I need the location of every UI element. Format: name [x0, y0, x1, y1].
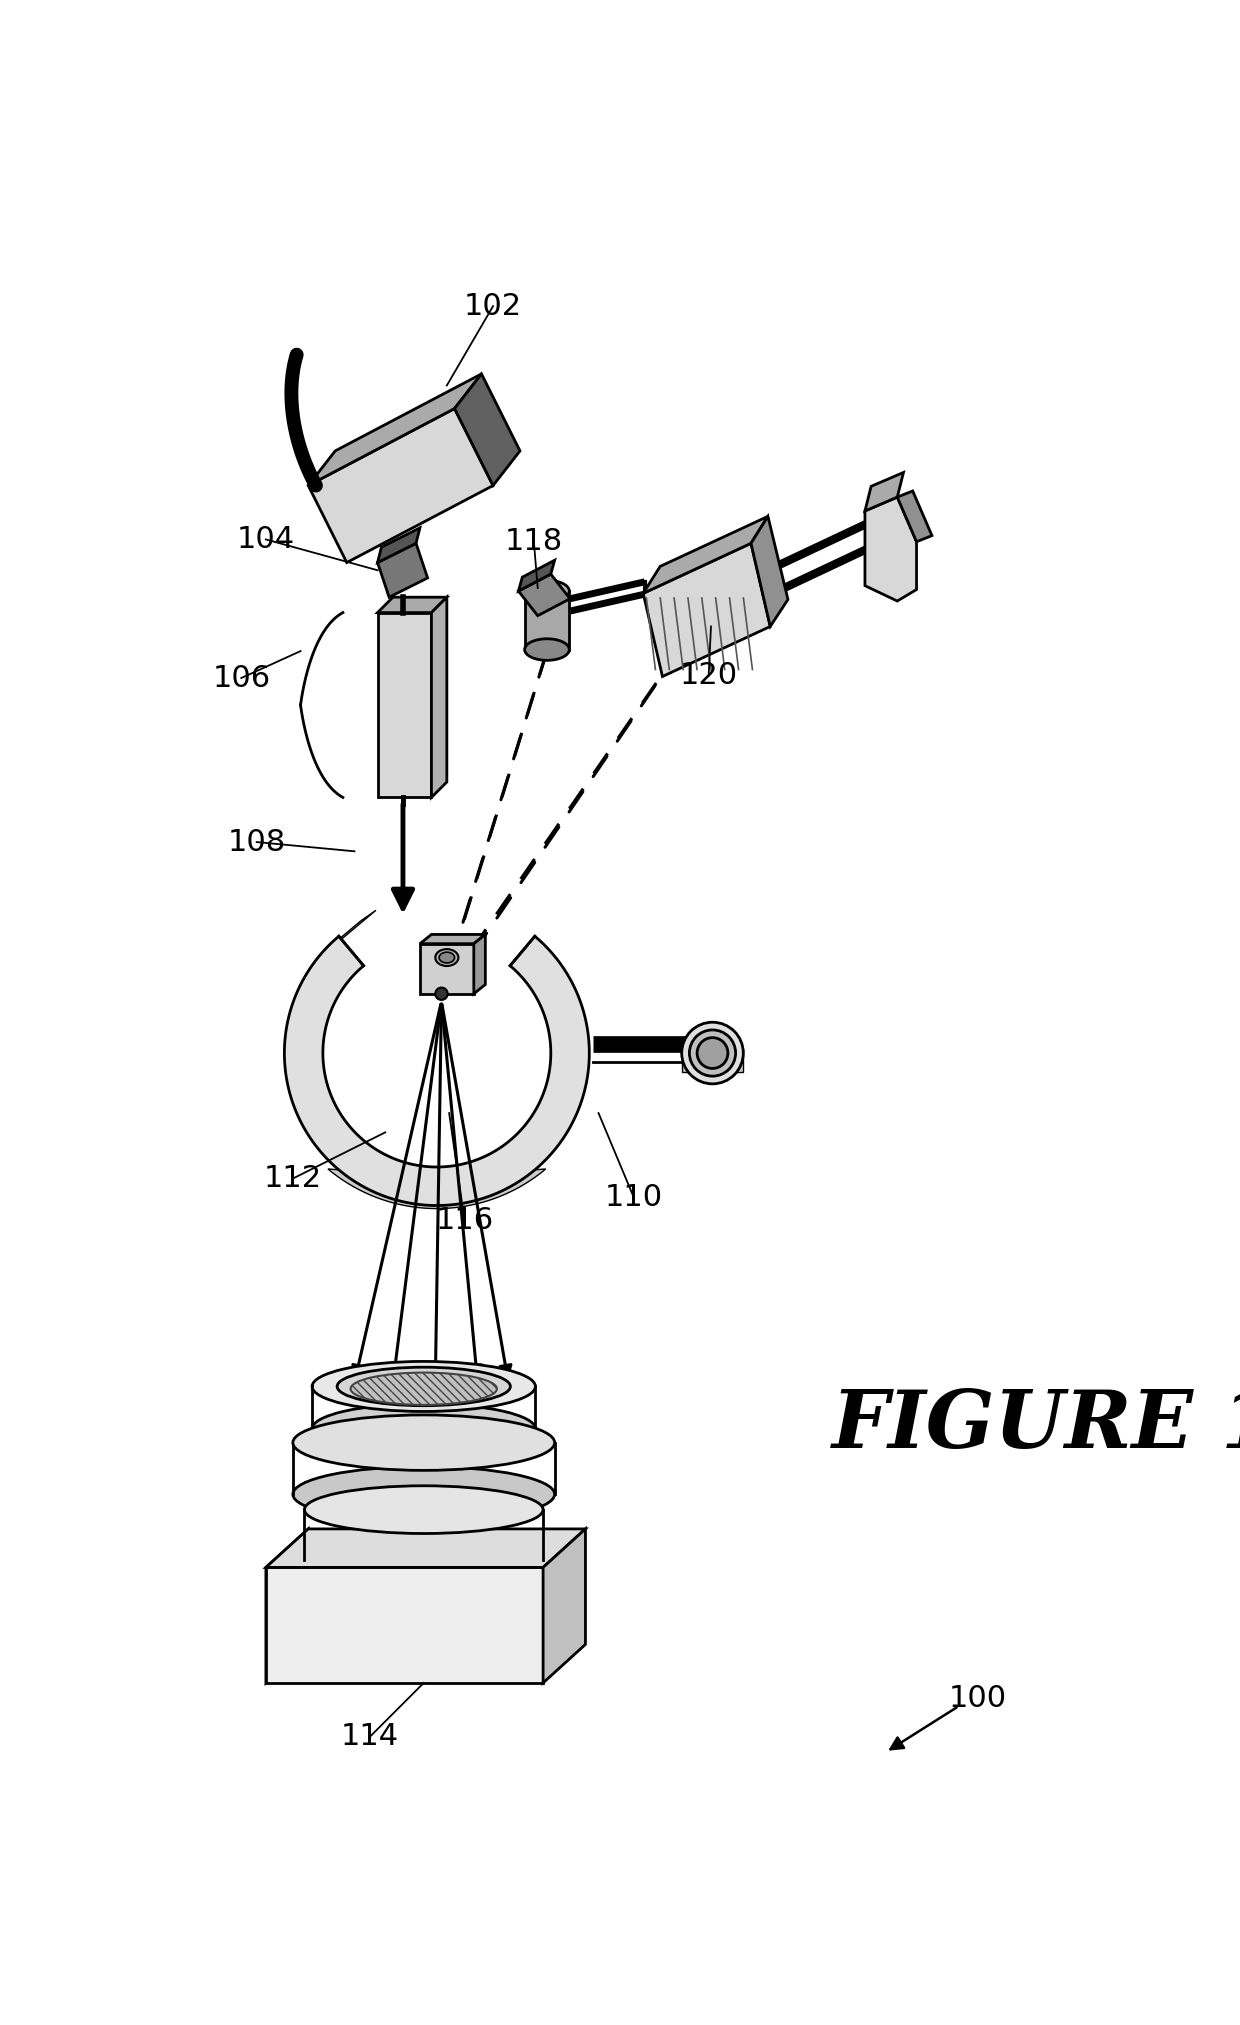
Text: 118: 118	[505, 526, 563, 557]
Polygon shape	[377, 597, 446, 614]
Polygon shape	[309, 409, 494, 563]
Text: 114: 114	[341, 1723, 399, 1752]
Ellipse shape	[337, 1367, 511, 1405]
Ellipse shape	[351, 1373, 497, 1405]
Ellipse shape	[689, 1031, 735, 1075]
Polygon shape	[525, 591, 569, 650]
Text: 110: 110	[605, 1183, 663, 1213]
Polygon shape	[682, 1049, 743, 1073]
Ellipse shape	[293, 1466, 554, 1523]
Polygon shape	[265, 1529, 585, 1567]
Text: 108: 108	[227, 828, 285, 857]
Ellipse shape	[293, 1415, 554, 1470]
Polygon shape	[644, 543, 770, 676]
Polygon shape	[284, 936, 589, 1205]
Ellipse shape	[682, 1023, 743, 1083]
Ellipse shape	[525, 638, 569, 660]
Polygon shape	[327, 1168, 546, 1209]
Polygon shape	[543, 1529, 585, 1683]
Polygon shape	[474, 934, 485, 994]
Ellipse shape	[435, 950, 459, 966]
Polygon shape	[420, 934, 485, 944]
Polygon shape	[866, 496, 916, 601]
Polygon shape	[455, 375, 520, 486]
Polygon shape	[377, 614, 432, 798]
Ellipse shape	[304, 1486, 543, 1533]
Ellipse shape	[304, 1535, 543, 1584]
Text: 106: 106	[212, 664, 270, 693]
Text: 120: 120	[680, 662, 738, 691]
Polygon shape	[420, 944, 474, 994]
Ellipse shape	[312, 1361, 536, 1411]
Polygon shape	[432, 597, 446, 798]
Polygon shape	[518, 575, 570, 616]
Polygon shape	[518, 561, 554, 591]
Text: FIGURE 1: FIGURE 1	[832, 1387, 1240, 1464]
Polygon shape	[265, 1529, 309, 1683]
Polygon shape	[898, 490, 932, 543]
Ellipse shape	[525, 581, 569, 601]
Circle shape	[435, 988, 448, 1000]
Polygon shape	[377, 529, 420, 563]
Polygon shape	[866, 472, 904, 510]
Polygon shape	[377, 543, 428, 597]
Text: 104: 104	[237, 524, 295, 555]
Ellipse shape	[312, 1403, 536, 1454]
Polygon shape	[309, 375, 481, 486]
Ellipse shape	[697, 1037, 728, 1069]
Polygon shape	[644, 516, 768, 593]
Text: 112: 112	[264, 1164, 322, 1193]
Text: 116: 116	[435, 1207, 494, 1235]
Polygon shape	[751, 516, 787, 626]
Polygon shape	[265, 1567, 543, 1683]
Polygon shape	[320, 909, 376, 956]
Text: 102: 102	[464, 292, 522, 320]
Text: 100: 100	[949, 1685, 1007, 1713]
Ellipse shape	[439, 952, 455, 964]
